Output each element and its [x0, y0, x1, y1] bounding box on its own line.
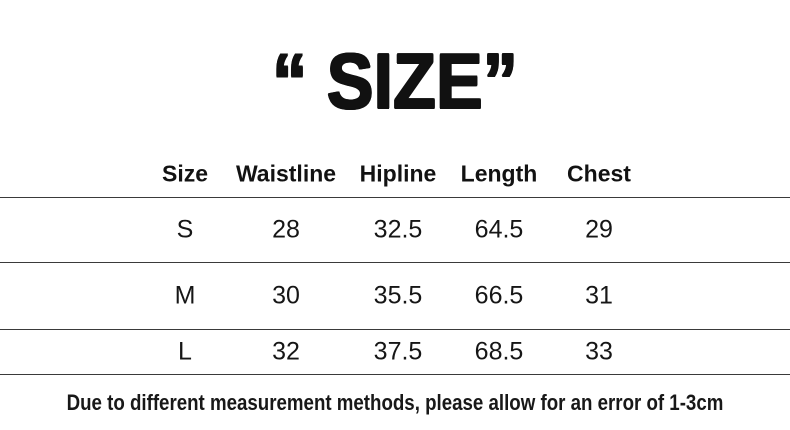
- cell-waistline: 28: [272, 215, 300, 244]
- cell-size-label: M: [174, 281, 196, 310]
- cell-waistline: 30: [272, 281, 300, 310]
- cell-length: 68.5: [474, 337, 524, 366]
- cell-hipline: 32.5: [373, 215, 423, 244]
- cell-chest: 29: [585, 215, 613, 244]
- header-cell-length: Length: [460, 160, 538, 186]
- cell-hipline: 35.5: [373, 281, 423, 310]
- cell-length: 66.5: [474, 281, 524, 310]
- header-cell-hipline: Hipline: [359, 160, 437, 186]
- cell-size-label: L: [178, 337, 192, 366]
- table-row-l: L 32 37.5 68.5 33: [0, 330, 790, 375]
- cell-chest: 33: [585, 337, 613, 366]
- cell-length: 64.5: [474, 215, 524, 244]
- table-row-m: M 30 35.5 66.5 31: [0, 263, 790, 330]
- header-cell-chest: Chest: [567, 160, 631, 186]
- table-row-s: S 28 32.5 64.5 29: [0, 198, 790, 263]
- cell-hipline: 37.5: [373, 337, 423, 366]
- cell-chest: 31: [585, 281, 613, 310]
- header-cell-waistline: Waistline: [235, 160, 337, 186]
- header-cell-size: Size: [161, 160, 209, 186]
- cell-size-label: S: [176, 215, 194, 244]
- table-header-row: Size Waistline Hipline Length Chest: [0, 150, 790, 198]
- measurement-error-note: Due to different measurement methods, pl…: [66, 389, 724, 415]
- cell-waistline: 32: [272, 337, 300, 366]
- page-title: “ SIZE”: [272, 37, 518, 125]
